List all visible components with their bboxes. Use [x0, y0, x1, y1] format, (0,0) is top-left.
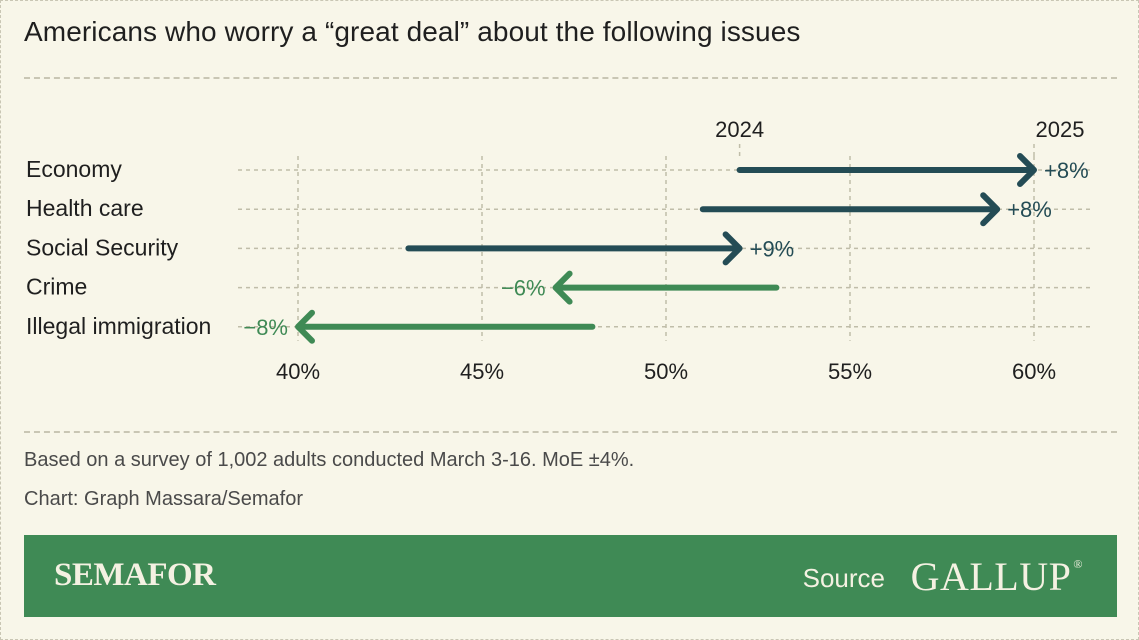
x-tick-label: 40%	[276, 359, 320, 384]
survey-note: Based on a survey of 1,002 adults conduc…	[24, 449, 635, 471]
change-label: +8%	[1007, 197, 1052, 222]
change-arrow-head	[295, 309, 315, 344]
footer-banner: SEMAFOR Source GALLUP ®	[24, 535, 1117, 617]
x-tick-label: 45%	[460, 359, 504, 384]
change-arrow-head	[722, 231, 743, 266]
change-label: −6%	[501, 276, 546, 301]
x-tick-label: 50%	[644, 359, 688, 384]
change-arrow-head	[552, 270, 573, 305]
category-label: Health care	[26, 195, 144, 221]
notes-divider	[24, 431, 1117, 433]
change-label: +9%	[750, 236, 795, 261]
change-label: −8%	[243, 315, 288, 340]
semafor-logo: SEMAFOR	[54, 557, 216, 593]
title-divider	[24, 77, 1117, 79]
category-label: Crime	[26, 274, 87, 300]
registered-mark: ®	[1073, 557, 1083, 571]
category-label: Illegal immigration	[26, 313, 211, 339]
gallup-logo: GALLUP ®	[911, 553, 1083, 600]
chart-title: Americans who worry a “great deal” about…	[24, 16, 801, 47]
source-label: Source	[802, 563, 885, 593]
change-arrow-head	[1017, 153, 1037, 187]
chart-credit: Chart: Graph Massara/Semafor	[24, 488, 303, 510]
category-label: Economy	[26, 156, 122, 182]
gallup-logo-text: GALLUP	[910, 554, 1072, 599]
start-year-label: 2024	[715, 117, 764, 142]
x-tick-label: 60%	[1012, 359, 1056, 384]
change-label: +8%	[1044, 158, 1089, 183]
end-year-label: 2025	[1036, 117, 1085, 142]
arrow-chart: 40% 45% 50% 55% 60% 2024 2025 Economy +8% Health …	[26, 117, 1090, 384]
category-label: Social Security	[26, 234, 179, 260]
x-tick-label: 55%	[828, 359, 872, 384]
change-arrow-head	[980, 192, 1001, 227]
